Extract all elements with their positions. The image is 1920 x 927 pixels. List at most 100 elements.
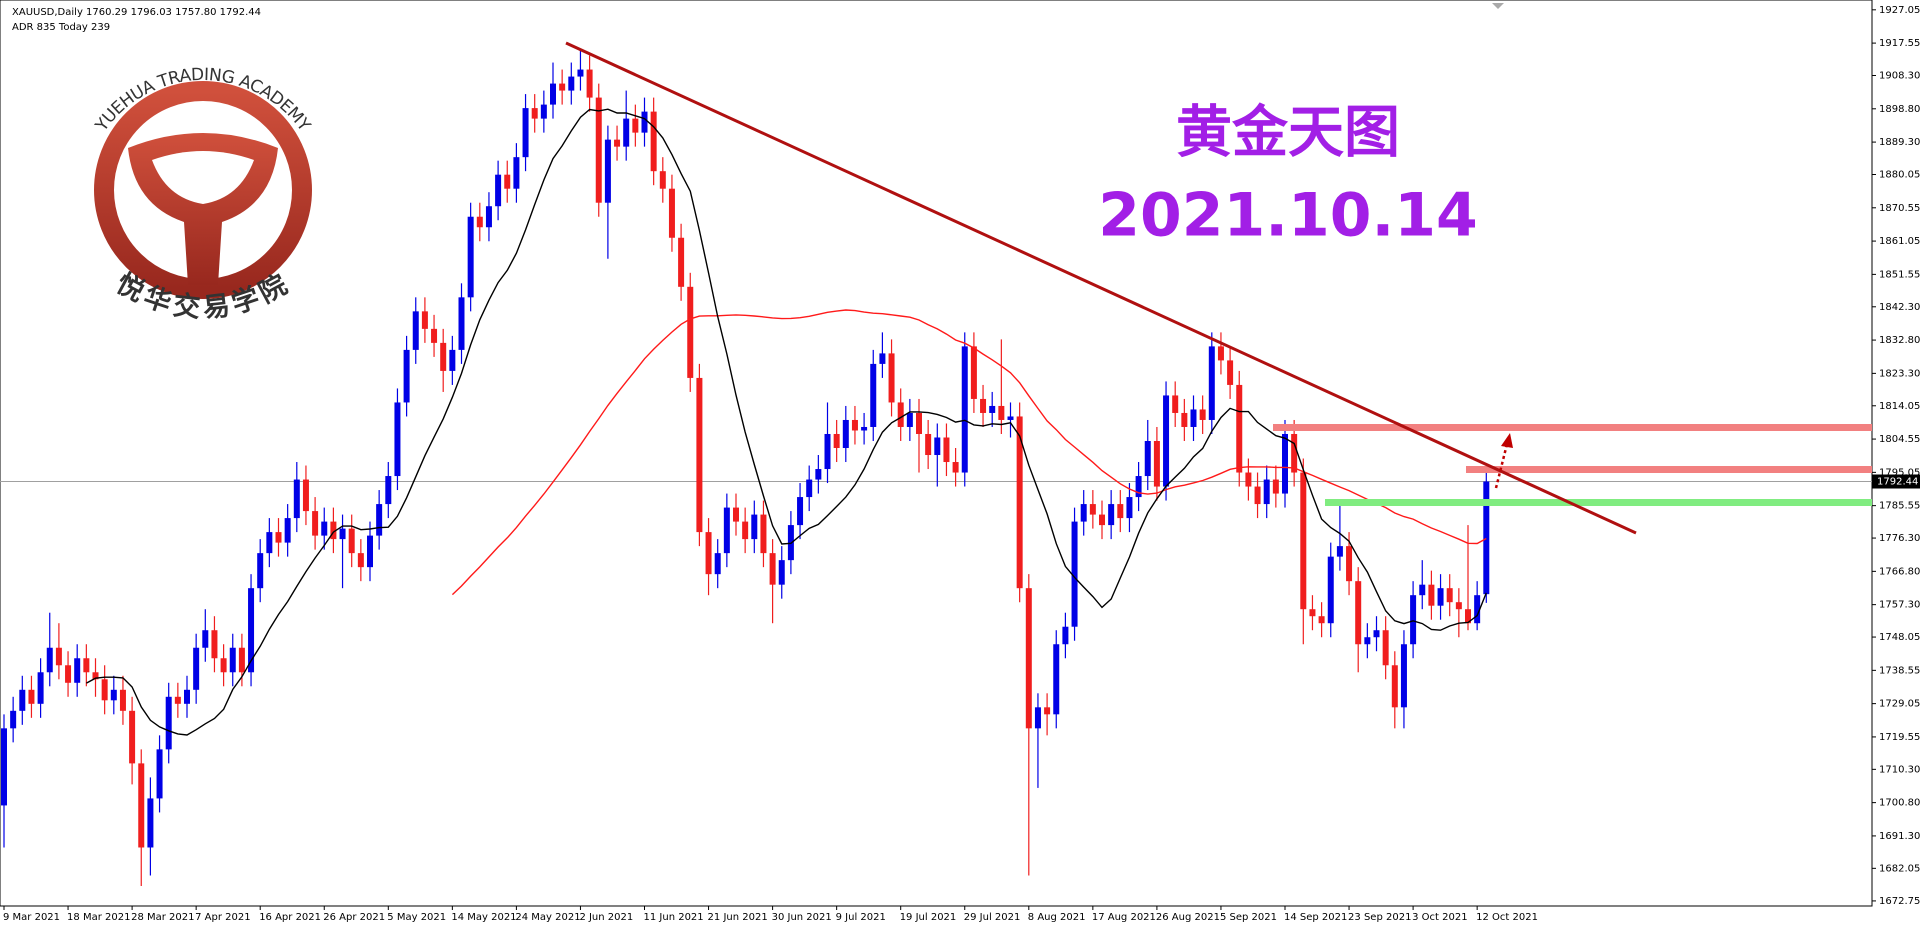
y-tick-label: 1700.80: [1879, 798, 1920, 809]
candle-body: [888, 353, 895, 403]
candle-body: [412, 311, 419, 350]
x-tick-label: 23 Sep 2021: [1348, 912, 1411, 923]
candle-body: [568, 76, 575, 91]
candle-body: [806, 479, 813, 498]
x-tick-label: 3 Oct 2021: [1412, 912, 1467, 923]
candle-body: [339, 528, 346, 540]
candle-body: [1117, 504, 1124, 519]
candle-body: [641, 111, 648, 133]
candle-body: [550, 83, 556, 105]
x-tick-label: 2 Jun 2021: [579, 912, 633, 923]
indicator-text: ADR 835 Today 239: [12, 22, 110, 33]
candle-body: [348, 528, 355, 554]
y-tick-label: 1832.80: [1879, 335, 1920, 346]
price-label-bg: [1872, 474, 1920, 489]
candle-body: [1199, 409, 1206, 420]
candle-body: [385, 476, 392, 505]
candle-body: [861, 426, 868, 431]
candle-body: [1483, 481, 1490, 595]
candle-body: [989, 405, 996, 413]
candle-body: [1144, 440, 1151, 477]
x-tick-label: 11 Jun 2021: [644, 912, 704, 923]
candle-body: [952, 462, 959, 473]
candle-body: [119, 689, 126, 711]
y-tick-label: 1766.80: [1879, 566, 1920, 577]
candle-body: [540, 104, 547, 119]
y-tick-label: 1851.55: [1879, 269, 1920, 280]
candle-body: [1044, 707, 1051, 715]
y-tick-label: 1682.05: [1879, 863, 1920, 874]
y-tick-label: 1842.30: [1879, 302, 1920, 313]
candle-body: [504, 174, 511, 189]
resistance-zone: [1466, 466, 1872, 473]
candle-body: [769, 553, 776, 585]
y-tick-label: 1710.30: [1879, 764, 1920, 775]
x-tick-label: 30 Jun 2021: [772, 912, 832, 923]
candle-body: [1300, 472, 1307, 610]
plot: [0, 48, 1872, 887]
candle-body: [211, 630, 218, 659]
y-tick-label: 1927.05: [1879, 5, 1920, 16]
candle-body: [650, 111, 657, 172]
candle-body: [1364, 637, 1371, 645]
candle-body: [238, 647, 245, 673]
candle-body: [266, 532, 273, 554]
candle-body: [394, 402, 401, 477]
candle-body: [1437, 588, 1444, 606]
candle-body: [797, 497, 804, 526]
candle-body: [943, 437, 950, 463]
moving-average: [86, 108, 1487, 736]
candle-body: [275, 532, 282, 543]
candle-body: [101, 679, 108, 701]
x-tick-label: 9 Jul 2021: [836, 912, 886, 923]
y-tick-label: 1898.80: [1879, 104, 1920, 115]
moving-average: [451, 309, 1487, 596]
x-tick-label: 5 Sep 2021: [1220, 912, 1277, 923]
candle-body: [110, 689, 117, 701]
candle-body: [476, 216, 483, 228]
x-tick-label: 17 Aug 2021: [1092, 912, 1156, 923]
candle-body: [733, 507, 739, 522]
candle-body: [1190, 409, 1197, 427]
candle-body: [1419, 584, 1426, 596]
candle-body: [586, 69, 593, 98]
candle-body: [1062, 626, 1069, 645]
candle-body: [742, 521, 749, 540]
candle-body: [906, 412, 913, 427]
chart-subtitle: 2021.10.14: [1098, 181, 1478, 251]
candle-body: [55, 647, 62, 666]
y-tick-label: 1814.05: [1879, 401, 1920, 412]
candle-body: [156, 749, 163, 799]
candle-body: [284, 518, 291, 543]
candle-body: [202, 630, 209, 648]
candle-body: [147, 798, 154, 848]
candle-body: [925, 433, 932, 456]
y-tick-label: 1757.30: [1879, 600, 1920, 611]
y-tick-label: 1861.05: [1879, 236, 1920, 247]
x-tick-label: 24 May 2021: [515, 912, 580, 923]
candle-body: [1291, 433, 1298, 473]
candle-body: [174, 696, 181, 704]
candle-body: [1465, 609, 1471, 624]
candle-body: [980, 398, 987, 413]
candle-body: [1327, 556, 1334, 624]
price-label: 1792.44: [1877, 477, 1918, 488]
y-tick-label: 1738.55: [1879, 665, 1920, 676]
y-tick-label: 1776.30: [1879, 533, 1920, 544]
candle-body: [1474, 595, 1481, 624]
y-tick-label: 1729.05: [1879, 699, 1920, 710]
candle-body: [1108, 504, 1115, 526]
candle-body: [184, 689, 190, 704]
candle-body: [458, 297, 465, 350]
candle-body: [1373, 630, 1380, 638]
candle-body: [833, 433, 840, 449]
candle-body: [1153, 440, 1160, 487]
candle-body: [1135, 476, 1142, 498]
candle-body: [485, 206, 492, 228]
x-tick-label: 19 Jul 2021: [900, 912, 957, 923]
candle-body: [357, 553, 364, 568]
candle-body: [376, 504, 383, 536]
y-tick-label: 1880.05: [1879, 170, 1920, 181]
candle-body: [1217, 346, 1224, 361]
candle-body: [321, 521, 328, 536]
